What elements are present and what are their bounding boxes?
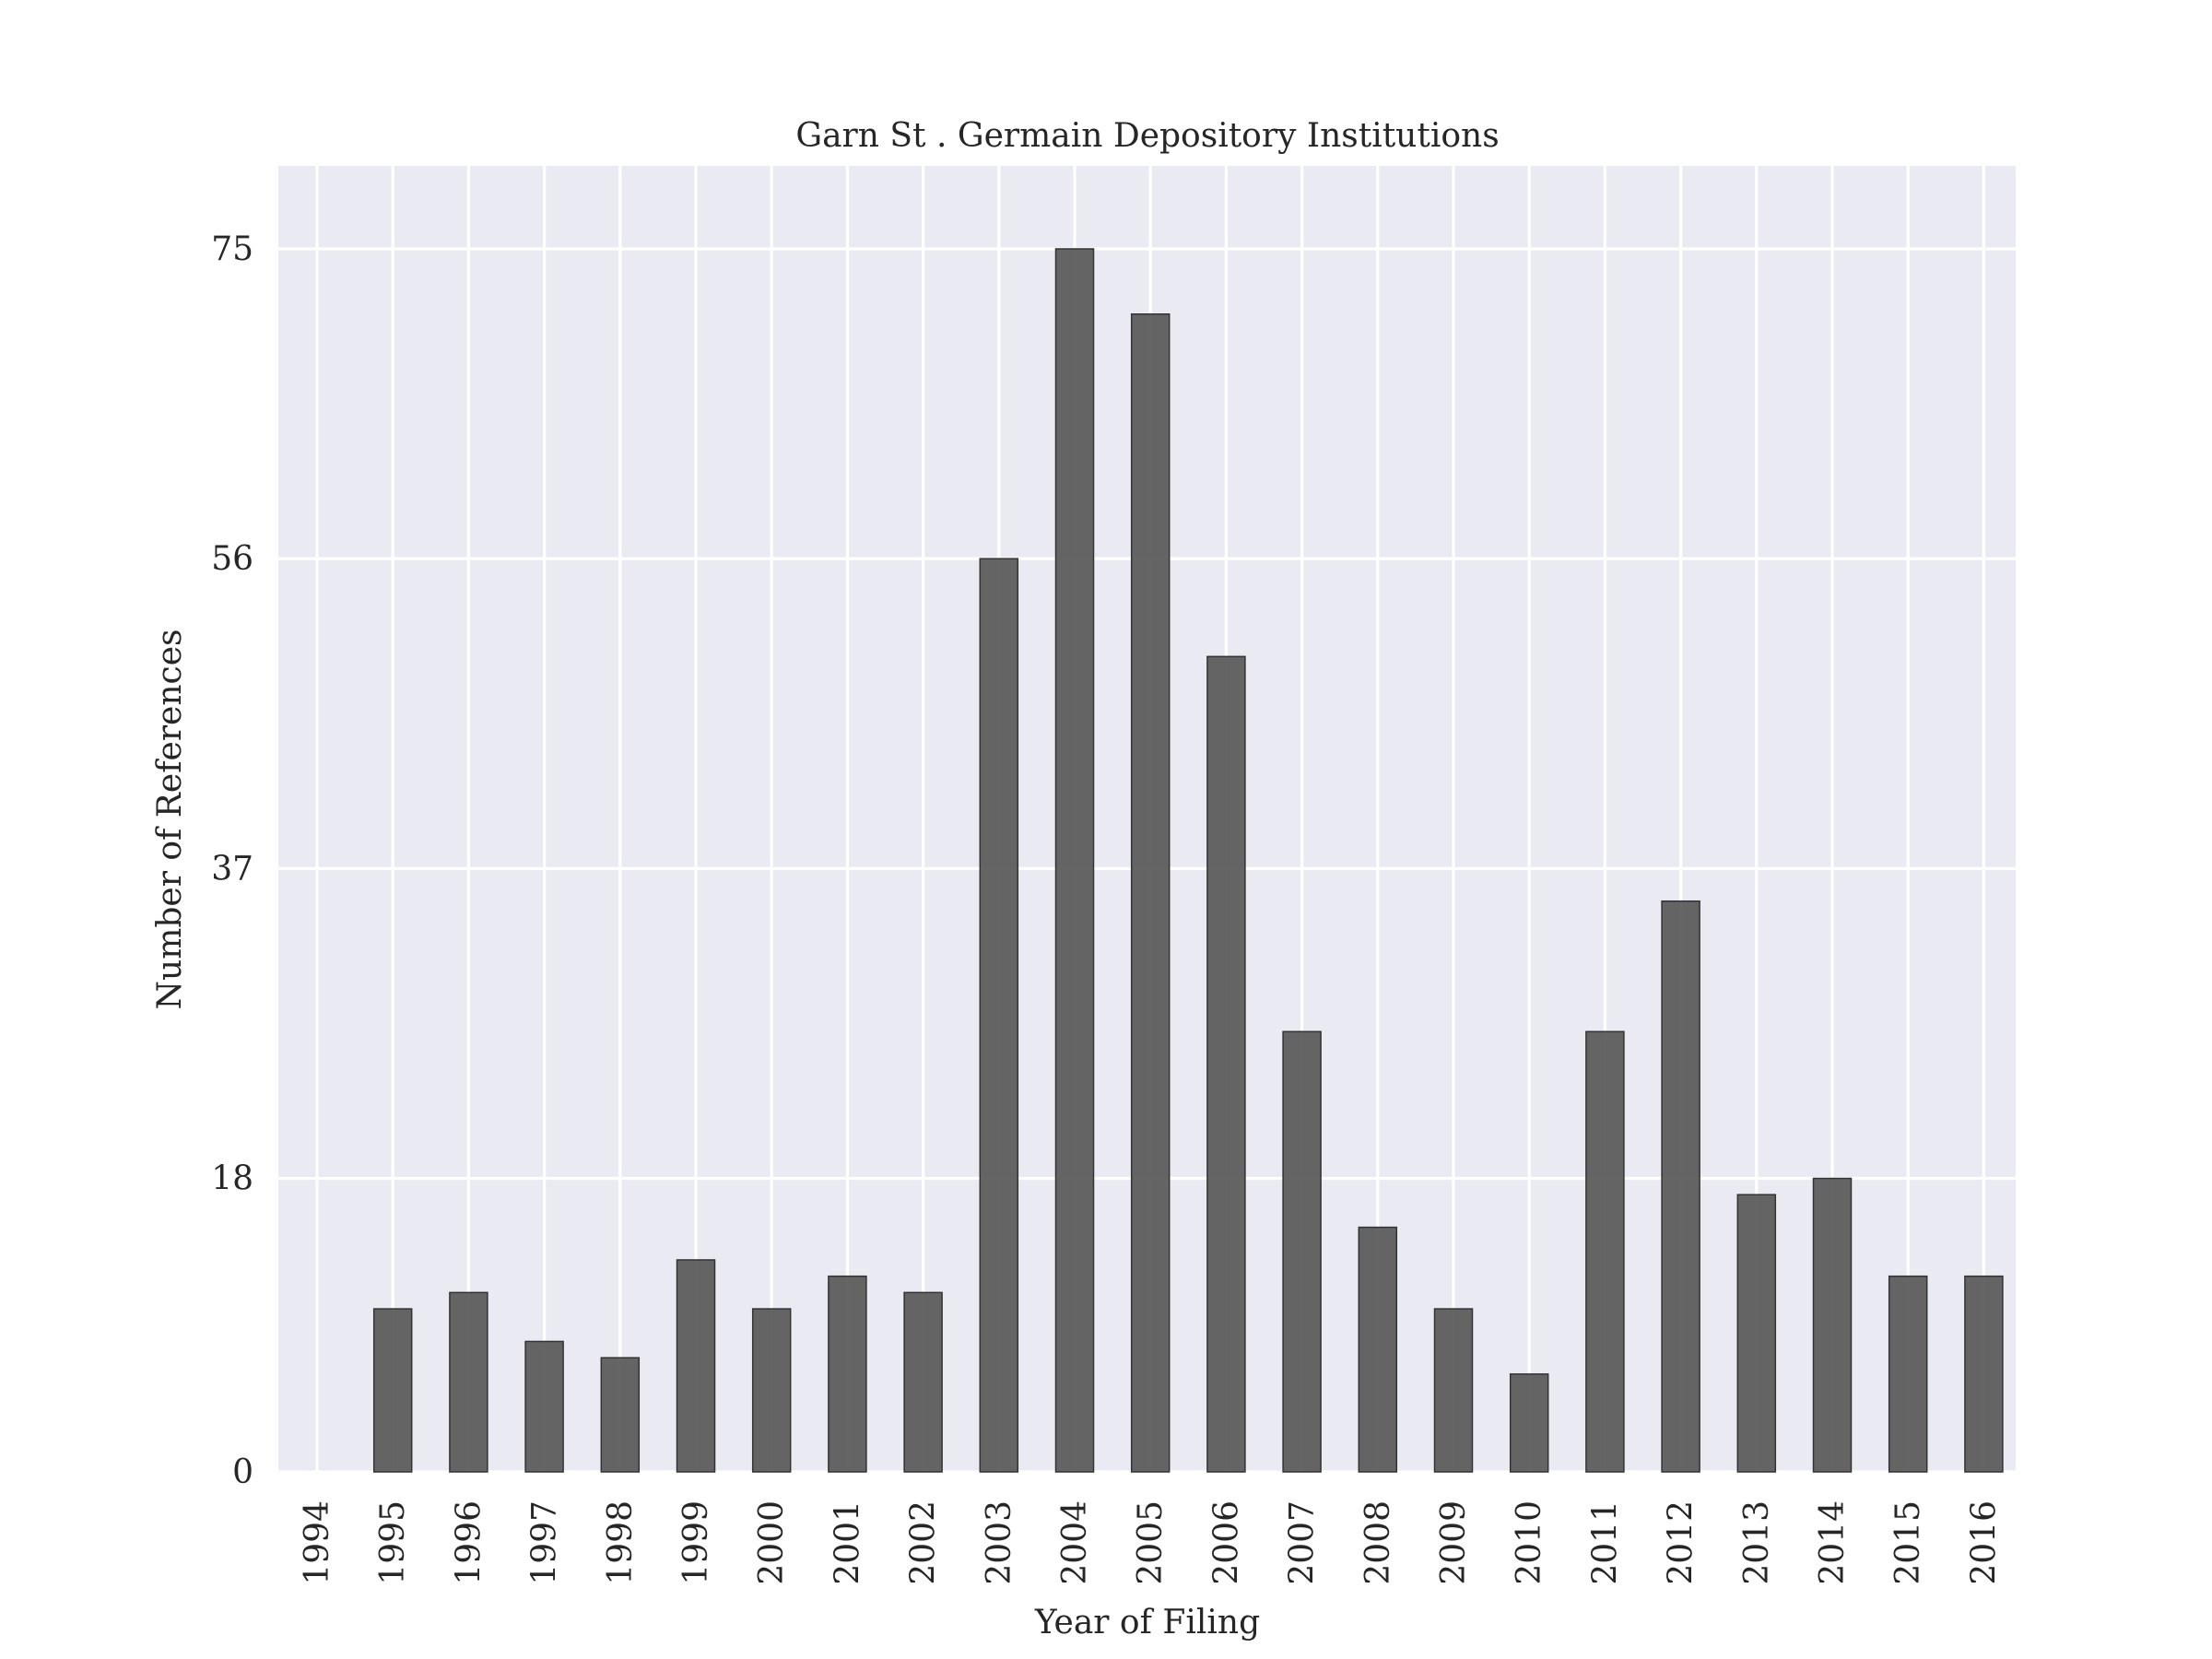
bar-1996 (450, 1292, 488, 1472)
x-tick-label: 2015 (1889, 1500, 1927, 1585)
x-tick-label: 2014 (1814, 1500, 1852, 1585)
x-tick-label: 2007 (1284, 1500, 1322, 1585)
y-tick-labels: 0 18 37 56 75 (211, 230, 253, 1491)
x-tick-label: 2002 (905, 1500, 943, 1585)
bar-2007 (1283, 1031, 1321, 1472)
y-tick-label: 0 (232, 1453, 253, 1491)
x-tick-label: 1994 (299, 1500, 336, 1585)
x-tick-label: 2006 (1207, 1500, 1245, 1585)
bar-2001 (829, 1277, 866, 1472)
y-tick-label: 56 (211, 540, 253, 578)
bar-2003 (980, 559, 1018, 1472)
bar-1995 (374, 1309, 412, 1472)
y-tick-label: 18 (211, 1160, 253, 1198)
bar-2002 (904, 1292, 942, 1472)
x-tick-labels: 1994 1995 1996 1997 1998 1999 2000 2001 2002 2003… (299, 1500, 2003, 1585)
x-tick-label: 2000 (753, 1500, 791, 1585)
x-tick-label: 2011 (1586, 1500, 1624, 1585)
x-tick-label: 2012 (1663, 1500, 1700, 1585)
x-tick-label: 2010 (1511, 1500, 1548, 1585)
x-axis-label: Year of Filing (1034, 1604, 1260, 1641)
bar-2004 (1056, 249, 1094, 1472)
bar-2005 (1132, 314, 1170, 1472)
x-tick-label: 2004 (1056, 1500, 1094, 1585)
bar-2010 (1511, 1374, 1548, 1472)
bar-2014 (1814, 1179, 1852, 1472)
bar-1997 (525, 1341, 563, 1472)
bar-2000 (753, 1309, 791, 1472)
y-tick-label: 37 (211, 850, 253, 888)
bar-2015 (1889, 1277, 1927, 1472)
bar-2008 (1359, 1228, 1396, 1472)
x-tick-label: 1995 (374, 1500, 412, 1585)
x-tick-label: 2001 (829, 1500, 866, 1585)
bar-1999 (677, 1260, 715, 1472)
y-tick-label: 75 (211, 230, 253, 268)
x-tick-label: 1998 (602, 1500, 640, 1585)
bar-2013 (1737, 1194, 1775, 1472)
bar-2011 (1586, 1031, 1624, 1472)
bar-2012 (1662, 901, 1700, 1472)
bar-1998 (601, 1358, 639, 1472)
x-tick-label: 2005 (1132, 1500, 1170, 1585)
y-axis-label: Number of References (151, 629, 189, 1010)
chart-title: Garn St . Germain Depository Institution… (795, 117, 1499, 155)
x-tick-label: 2016 (1965, 1500, 2003, 1585)
x-tick-label: 1997 (526, 1500, 564, 1585)
bar-2006 (1207, 656, 1245, 1472)
x-tick-label: 2008 (1359, 1500, 1397, 1585)
x-tick-label: 2009 (1435, 1500, 1473, 1585)
x-tick-label: 2013 (1738, 1500, 1776, 1585)
x-tick-label: 1999 (677, 1500, 715, 1585)
x-tick-label: 2003 (981, 1500, 1018, 1585)
bar-2016 (1965, 1277, 2003, 1472)
x-tick-label: 1996 (450, 1500, 488, 1585)
bar-2009 (1435, 1309, 1473, 1472)
